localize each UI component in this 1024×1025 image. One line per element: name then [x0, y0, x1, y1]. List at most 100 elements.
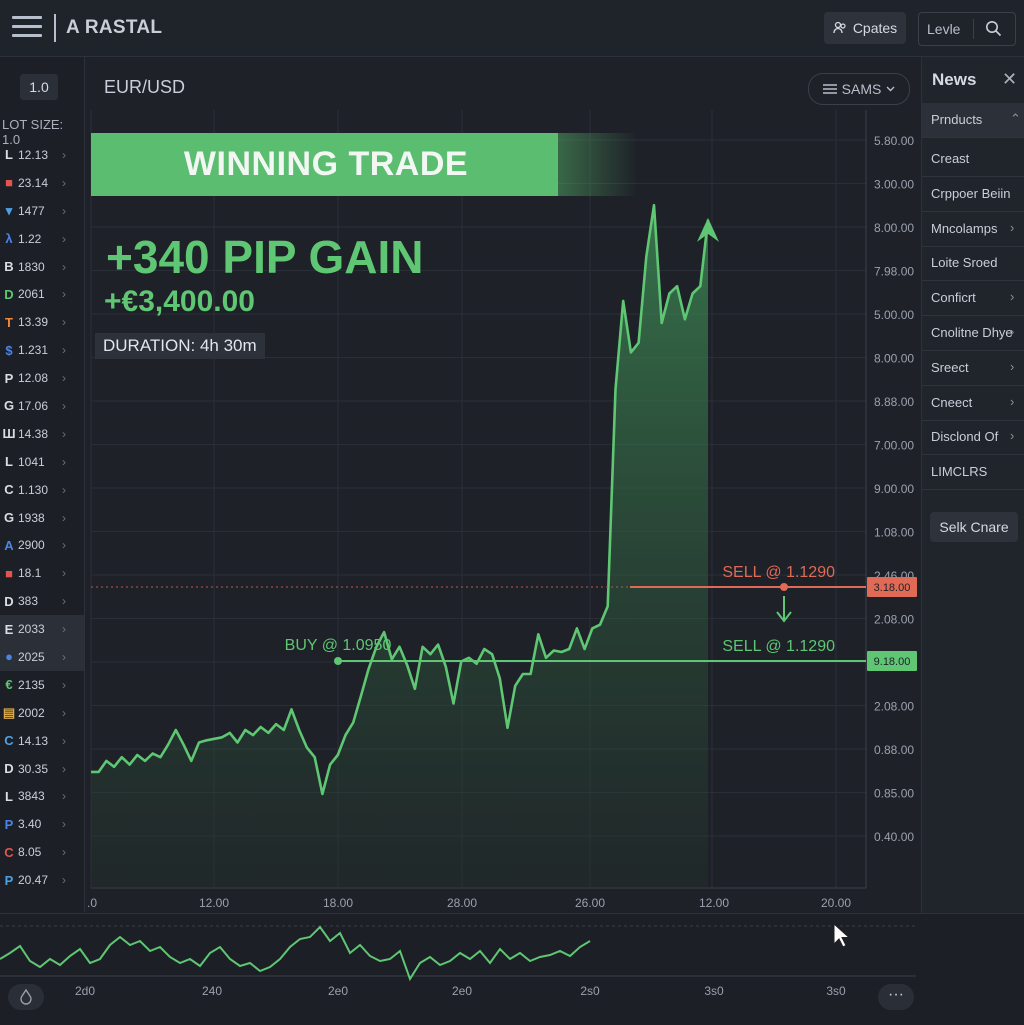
- y-tick-label: 0.85.00: [874, 787, 914, 801]
- divider: [922, 384, 1024, 386]
- updates-label: Cpates: [852, 20, 898, 36]
- navigator-panel[interactable]: 2d0 240 2e0 2e0 2s0 3s0 3s0: [0, 913, 1024, 1025]
- search-label: Levle: [927, 21, 961, 37]
- watchlist-item[interactable]: Ш 14.38 ›: [0, 420, 84, 448]
- watchlist-item[interactable]: T 13.39 ›: [0, 308, 84, 336]
- close-icon[interactable]: ✕: [1002, 69, 1018, 89]
- news-item[interactable]: Conficrt ›: [922, 281, 1024, 315]
- banner-text: WINNING TRADE: [183, 145, 469, 183]
- watchlist-value: 2002: [18, 705, 45, 720]
- symbol-icon: E: [4, 621, 14, 637]
- y-tick-label: 7.00.00: [874, 439, 914, 453]
- chevron-right-icon: ›: [62, 566, 66, 581]
- mini-chart[interactable]: 2d0 240 2e0 2e0 2s0 3s0 3s0: [0, 914, 1024, 1025]
- news-item[interactable]: Loite Sroed: [922, 246, 1024, 280]
- symbol-icon: P: [4, 816, 14, 832]
- news-item-label: Prnducts: [931, 112, 983, 127]
- search-icon[interactable]: [985, 20, 1002, 37]
- watchlist-item[interactable]: C 14.13 ›: [0, 727, 84, 755]
- news-item[interactable]: Mncolamps ›: [922, 212, 1024, 246]
- symbol-icon: L: [5, 788, 13, 804]
- watchlist-item[interactable]: A 2900 ›: [0, 531, 84, 559]
- list-icon: [822, 84, 837, 94]
- search-box[interactable]: Levle: [918, 12, 1016, 46]
- price-line: [91, 203, 710, 796]
- timeframe-dropdown[interactable]: SAMS: [808, 73, 910, 105]
- watchlist-value: 1.130: [18, 482, 49, 497]
- watchlist-item[interactable]: P 12.08 ›: [0, 364, 84, 392]
- watchlist-item[interactable]: ● 2025 ›: [0, 643, 84, 671]
- watchlist-item[interactable]: D 30.35 ›: [0, 755, 84, 783]
- news-item[interactable]: Cneect ›: [922, 386, 1024, 420]
- watchlist-item[interactable]: L 12.13 ›: [0, 141, 84, 169]
- watchlist-item[interactable]: L 1041 ›: [0, 448, 84, 476]
- x-tick-label: .0: [87, 896, 97, 910]
- watchlist-item[interactable]: B 1830 ›: [0, 253, 84, 281]
- hamburger-icon[interactable]: [12, 16, 42, 38]
- symbol-icon: λ: [5, 231, 13, 247]
- watchlist-item[interactable]: D 383 ›: [0, 587, 84, 615]
- news-item-label: Mncolamps: [931, 220, 998, 236]
- watchlist-item[interactable]: ■ 18.1 ›: [0, 559, 84, 587]
- watchlist-item[interactable]: D 2061 ›: [0, 280, 84, 308]
- watchlist-item[interactable]: G 1938 ›: [0, 504, 84, 532]
- news-item-label: Loite Sroed: [931, 255, 998, 271]
- watchlist-item[interactable]: L 3843 ›: [0, 782, 84, 810]
- watchlist-item[interactable]: G 17.06 ›: [0, 392, 84, 420]
- watchlist-item[interactable]: P 3.40 ›: [0, 810, 84, 838]
- news-item[interactable]: Crppoer Beiin: [922, 177, 1024, 211]
- lot-button[interactable]: 1.0: [20, 74, 58, 100]
- symbol-icon: G: [3, 510, 15, 526]
- y-tick-label: 3.00.00: [874, 178, 914, 192]
- chart-area[interactable]: BUY @ 1.0950 SELL @ 1.1290 SELL @ 1.1290 5.…: [85, 57, 921, 913]
- cursor-icon: [833, 922, 851, 948]
- chevron-right-icon: ›: [62, 343, 66, 358]
- y-tick-label: 2.08.00: [874, 700, 914, 714]
- symbol-icon: G: [3, 398, 15, 414]
- chevron-right-icon: ›: [62, 398, 66, 413]
- x-tick-label: 18.00: [323, 896, 353, 910]
- news-item[interactable]: Disclond Of ›: [922, 420, 1024, 454]
- news-item[interactable]: Sreect ›: [922, 351, 1024, 385]
- news-item[interactable]: Prnducts ⌃: [922, 103, 1024, 137]
- settings-button[interactable]: [8, 984, 44, 1010]
- news-item[interactable]: LIMCLRS: [922, 455, 1024, 489]
- updates-button[interactable]: Cpates: [824, 12, 906, 44]
- arrow-up-icon: [697, 217, 719, 242]
- top-bar: A RASTAL Cpates Levle: [0, 0, 1024, 57]
- divider: [922, 454, 1024, 456]
- watchlist-item[interactable]: E 2033 ›: [0, 615, 84, 644]
- watchlist-item[interactable]: C 8.05 ›: [0, 838, 84, 866]
- people-icon: [833, 21, 846, 34]
- y-tick-label: 2.08.00: [874, 613, 914, 627]
- watchlist-item[interactable]: $1.231 ›: [0, 336, 84, 364]
- watchlist-item[interactable]: C 1.130 ›: [0, 476, 84, 504]
- buy-marker: [334, 657, 342, 665]
- watchlist-value: 1041: [18, 454, 45, 469]
- watchlist-value: 2025: [18, 649, 45, 664]
- news-item[interactable]: Creast: [922, 142, 1024, 176]
- symbol-icon: ▤: [2, 704, 16, 720]
- divider: [922, 210, 1024, 212]
- watchlist-item[interactable]: ■ 23.14 ›: [0, 169, 84, 197]
- news-item-label: LIMCLRS: [931, 464, 988, 480]
- watchlist-item[interactable]: P 20.47 ›: [0, 866, 84, 894]
- sell-marker: [780, 583, 788, 591]
- watchlist-item[interactable]: λ 1.22 ›: [0, 225, 84, 253]
- watchlist-item[interactable]: €2135 ›: [0, 671, 84, 699]
- pair-title: EUR/USD: [104, 77, 186, 97]
- news-action-button[interactable]: Selk Cnare: [930, 512, 1018, 542]
- watchlist-value: 2033: [18, 622, 45, 637]
- y-tick-label: 5.00.00: [874, 308, 914, 322]
- price-chart[interactable]: BUY @ 1.0950 SELL @ 1.1290 SELL @ 1.1290 5.…: [85, 57, 921, 913]
- x-tick-label: 12.00: [199, 896, 229, 910]
- watchlist-item[interactable]: ▤ 2002 ›: [0, 699, 84, 727]
- lot-size-label: LOT SIZE: 1.0: [2, 117, 64, 147]
- news-panel: News ✕ Prnducts ⌃ Creast Crppoer Beiin Mncol…: [921, 57, 1024, 913]
- x-tick-label: 26.00: [575, 896, 605, 910]
- watchlist-value: 1.22: [18, 231, 42, 246]
- watchlist-item[interactable]: ▾ 1477 ›: [0, 197, 84, 225]
- more-button[interactable]: ···: [878, 984, 914, 1010]
- news-item[interactable]: Cnolitne Dhye ›: [922, 316, 1024, 350]
- symbol-icon: D: [4, 593, 14, 609]
